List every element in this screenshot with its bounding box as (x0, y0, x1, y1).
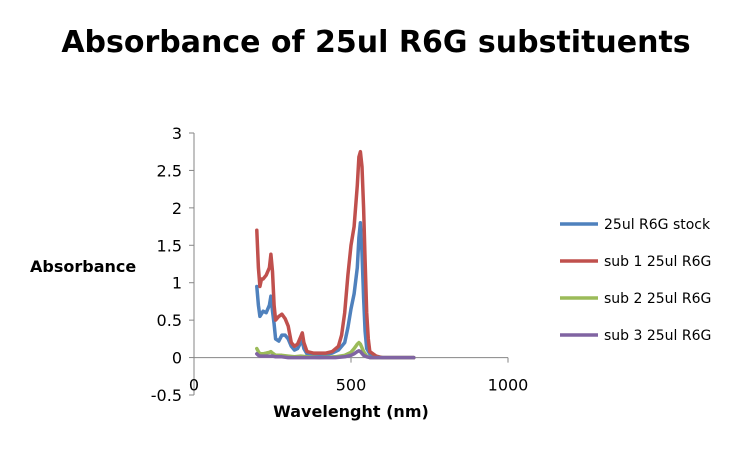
y-tick-label: 2 (172, 199, 182, 218)
y-tick-label: -0.5 (151, 386, 182, 405)
y-tick-label: 1.5 (157, 236, 182, 255)
x-tick-label: 0 (189, 376, 199, 395)
x-tick-label: 1000 (488, 376, 529, 395)
series-line-1 (255, 221, 416, 360)
series-line-4 (255, 349, 416, 360)
y-tick-label: 3 (172, 124, 182, 143)
x-tick-label: 500 (336, 376, 367, 395)
y-tick-label: 0.5 (157, 311, 182, 330)
legend-label: 25ul R6G stock (604, 217, 711, 233)
y-tick-label: 2.5 (157, 161, 182, 180)
legend-label: sub 3 25ul R6G (604, 328, 711, 344)
legend-label: sub 2 25ul R6G (604, 291, 711, 307)
y-tick-label: 0 (172, 349, 182, 368)
legend: 25ul R6G stock sub 1 25ul R6G sub 2 25ul R… (560, 217, 711, 344)
y-axis-title: Absorbance (30, 257, 136, 276)
series-lines (255, 149, 416, 360)
x-axis-title: Wavelenght (nm) (273, 402, 429, 421)
chart-title: Absorbance of 25ul R6G substituents (61, 25, 690, 60)
legend-label: sub 1 25ul R6G (604, 254, 711, 270)
y-tick-label: 1 (172, 274, 182, 293)
axes: -0.5 0 0.5 1 1.5 2 2.5 3 0 500 1000 (151, 124, 529, 405)
series-line-2 (255, 149, 416, 360)
